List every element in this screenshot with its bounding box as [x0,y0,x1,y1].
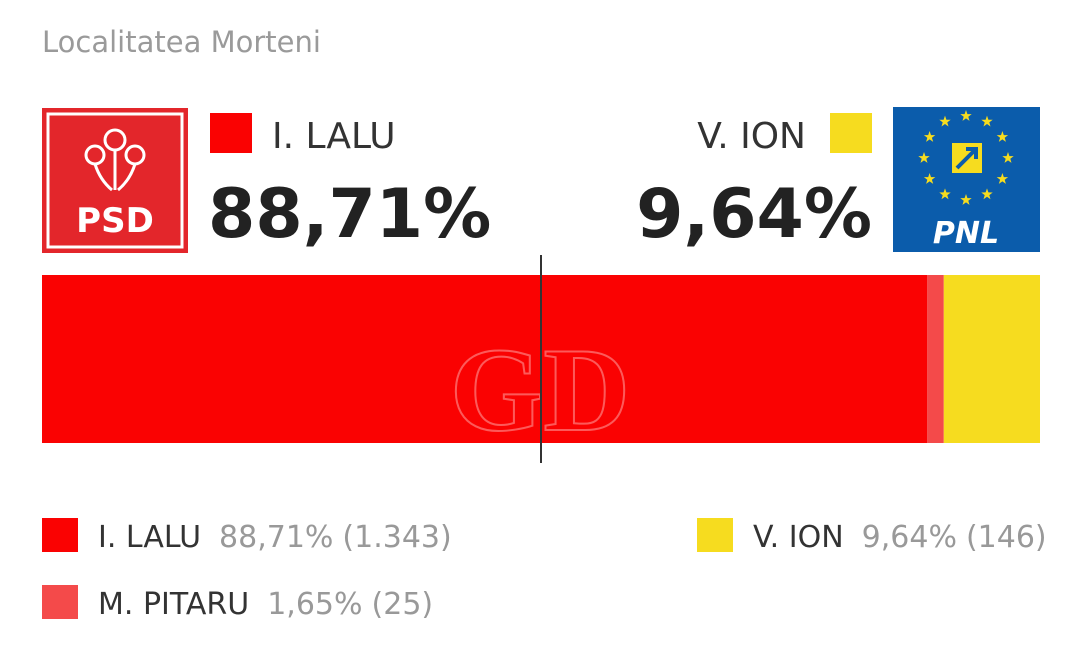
star [960,110,972,121]
candidate-name: V. ION [697,116,806,157]
bar-segment [927,275,944,443]
star [1002,152,1014,163]
star [939,115,951,127]
legend-entry: I. LALU 88,71% (1.343) [98,520,452,555]
star [923,131,936,142]
star [923,173,936,184]
legend-swatch [210,113,252,153]
star [996,131,1009,142]
candidate-percent: 9,64% [636,175,872,254]
star [939,188,951,200]
legend-name: V. ION [753,520,844,555]
star [981,188,993,200]
legend-entry: M. PITARU 1,65% (25) [98,587,433,622]
bar-segment [943,275,1040,443]
legend-swatch [42,585,78,619]
legend-percent: 1,65% [267,587,362,622]
legend-percent: 9,64% [862,520,957,555]
legend-count: (146) [966,520,1047,555]
chart-title: Localitatea Morteni [42,25,321,59]
legend-percent: 88,71% [219,520,333,555]
party-label: PNL [933,216,999,251]
star [981,115,993,127]
legend-count: (1.343) [342,520,451,555]
roses-icon [84,128,146,192]
psd-logo: PSD [42,108,188,253]
candidate-percent: 88,71% [208,175,491,254]
legend-entry: V. ION 9,64% (146) [753,520,1047,555]
legend-name: M. PITARU [98,587,249,622]
star [918,152,930,163]
pnl-logo: PNL [893,107,1040,252]
candidate-name: I. LALU [272,116,396,157]
logo-border [46,112,184,249]
star [960,194,972,205]
logo-background [893,107,1040,252]
arrow-icon [955,147,978,170]
legend-name: I. LALU [98,520,201,555]
legend-swatch [697,518,733,552]
party-label: PSD [76,201,154,241]
legend-swatch [830,113,872,153]
stars-icon [918,110,1014,205]
legend-count: (25) [372,587,434,622]
star [996,173,1009,184]
bar-segment [42,275,928,443]
legend-swatch [42,518,78,552]
